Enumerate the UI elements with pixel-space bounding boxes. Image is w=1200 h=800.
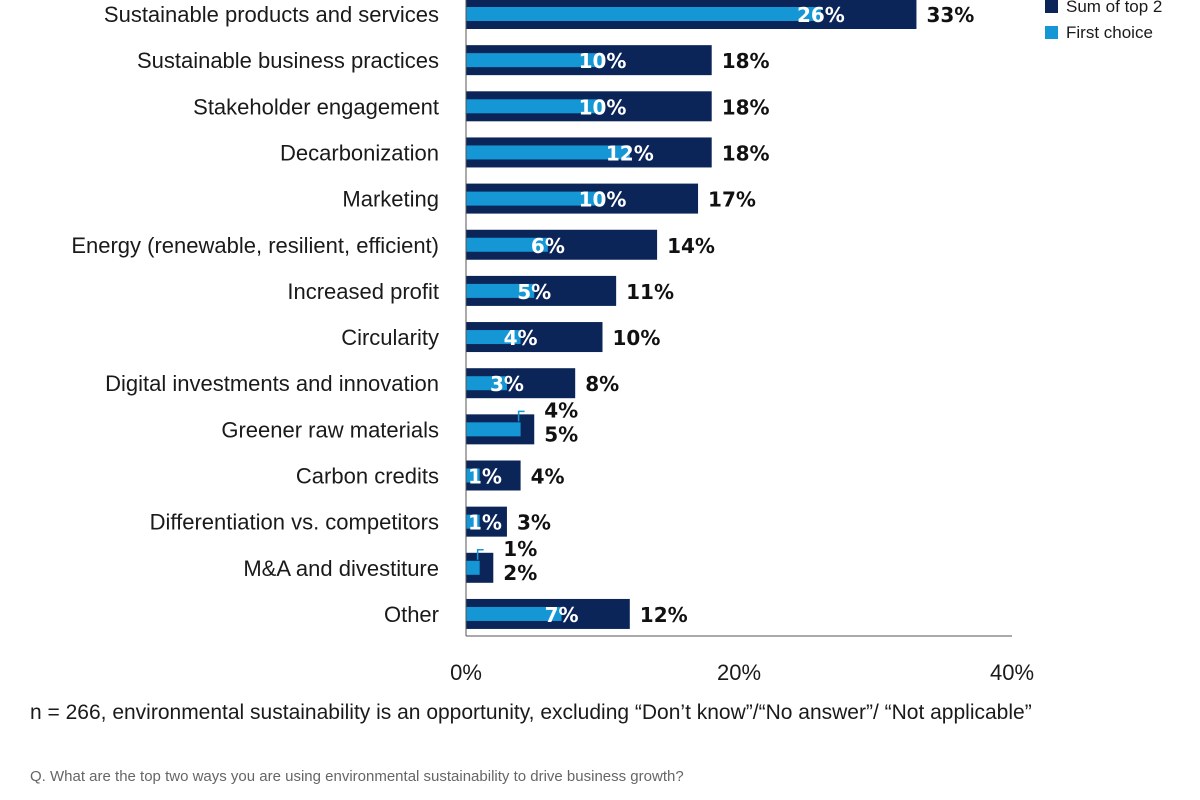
category-label: Energy (renewable, resilient, efficient) [71, 233, 439, 258]
bar-first-choice [466, 53, 603, 68]
legend-label: First choice [1066, 23, 1153, 42]
bar-first-choice [466, 237, 548, 252]
value-label-total: 18% [722, 141, 770, 165]
category-label: Circularity [341, 325, 439, 350]
value-label-first-choice: 5% [517, 280, 551, 304]
value-label-first-choice: 7% [545, 603, 579, 627]
bar-first-choice [466, 330, 521, 345]
category-label: Stakeholder engagement [193, 94, 439, 119]
value-label-first-choice: 26% [797, 3, 845, 27]
footnote: n = 266, environmental sustainability is… [30, 701, 1032, 724]
bar-first-choice [466, 191, 603, 206]
category-labels: Sustainable products and services Sustain… [71, 2, 439, 627]
value-label-first-choice: 6% [531, 234, 565, 258]
category-label: M&A and divestiture [243, 556, 439, 581]
bars [466, 0, 917, 629]
value-label-total: 14% [667, 234, 715, 258]
legend-label: Sum of top 2 [1066, 0, 1162, 16]
value-label-first-choice: 3% [490, 372, 524, 396]
bar-first-choice [466, 99, 603, 114]
category-label: Increased profit [287, 279, 439, 304]
value-label-total: 11% [626, 280, 674, 304]
leader-line [517, 410, 525, 422]
value-label-total: 3% [517, 511, 551, 535]
value-label-first-choice: 1% [503, 537, 537, 561]
value-label-first-choice: 10% [579, 49, 627, 73]
value-label-first-choice: 12% [606, 141, 654, 165]
bar-first-choice [466, 468, 480, 483]
category-label: Decarbonization [280, 140, 439, 165]
value-label-total: 8% [585, 372, 619, 396]
bar-first-choice [466, 7, 821, 21]
bar-first-choice [466, 560, 480, 575]
x-tick-label: 20% [717, 660, 761, 685]
bar-first-choice [466, 422, 521, 437]
bar-chart: Sustainable products and services Sustain… [71, 0, 1162, 685]
bar-first-choice [466, 376, 507, 391]
legend: Sum of top 2 First choice [1045, 0, 1162, 42]
x-tick-label: 40% [990, 660, 1034, 685]
value-label-first-choice: 4% [504, 326, 538, 350]
category-label: Sustainable products and services [104, 2, 439, 27]
value-labels: 33% 26% 18% 10% 18% 10% 18% 12% 17% 10% 14% 6% 11% 5%… [468, 3, 974, 627]
x-tick-label: 0% [450, 660, 482, 685]
legend-swatch [1045, 26, 1058, 39]
value-label-total: 17% [708, 188, 756, 212]
value-label-total: 4% [531, 465, 565, 489]
value-label-total: 12% [640, 603, 688, 627]
value-label-total: 18% [722, 95, 770, 119]
x-tick-labels: 0% 20% 40% [450, 660, 1034, 685]
value-label-first-choice: 1% [468, 511, 502, 535]
value-label-total: 33% [926, 3, 974, 27]
value-label-first-choice: 10% [579, 95, 627, 119]
legend-swatch [1045, 0, 1058, 13]
bar-first-choice [466, 606, 562, 621]
value-label-total: 10% [613, 326, 661, 350]
category-label: Other [384, 602, 439, 627]
value-label-first-choice: 4% [544, 398, 578, 422]
value-label-first-choice: 10% [579, 188, 627, 212]
survey-question: Q. What are the top two ways you are usi… [30, 768, 684, 785]
category-label: Carbon credits [296, 464, 439, 489]
category-label: Digital investments and innovation [105, 371, 439, 396]
bar-first-choice [466, 145, 630, 160]
value-label-total: 18% [722, 49, 770, 73]
category-label: Greener raw materials [221, 417, 439, 442]
bar-first-choice [466, 514, 480, 529]
bar-first-choice [466, 283, 535, 298]
value-label-total: 2% [503, 561, 537, 585]
value-label-total: 5% [544, 422, 578, 446]
category-label: Marketing [342, 187, 439, 212]
leader-line [476, 549, 484, 560]
category-label: Differentiation vs. competitors [150, 510, 439, 535]
category-label: Sustainable business practices [137, 48, 439, 73]
value-label-first-choice: 1% [468, 465, 502, 489]
